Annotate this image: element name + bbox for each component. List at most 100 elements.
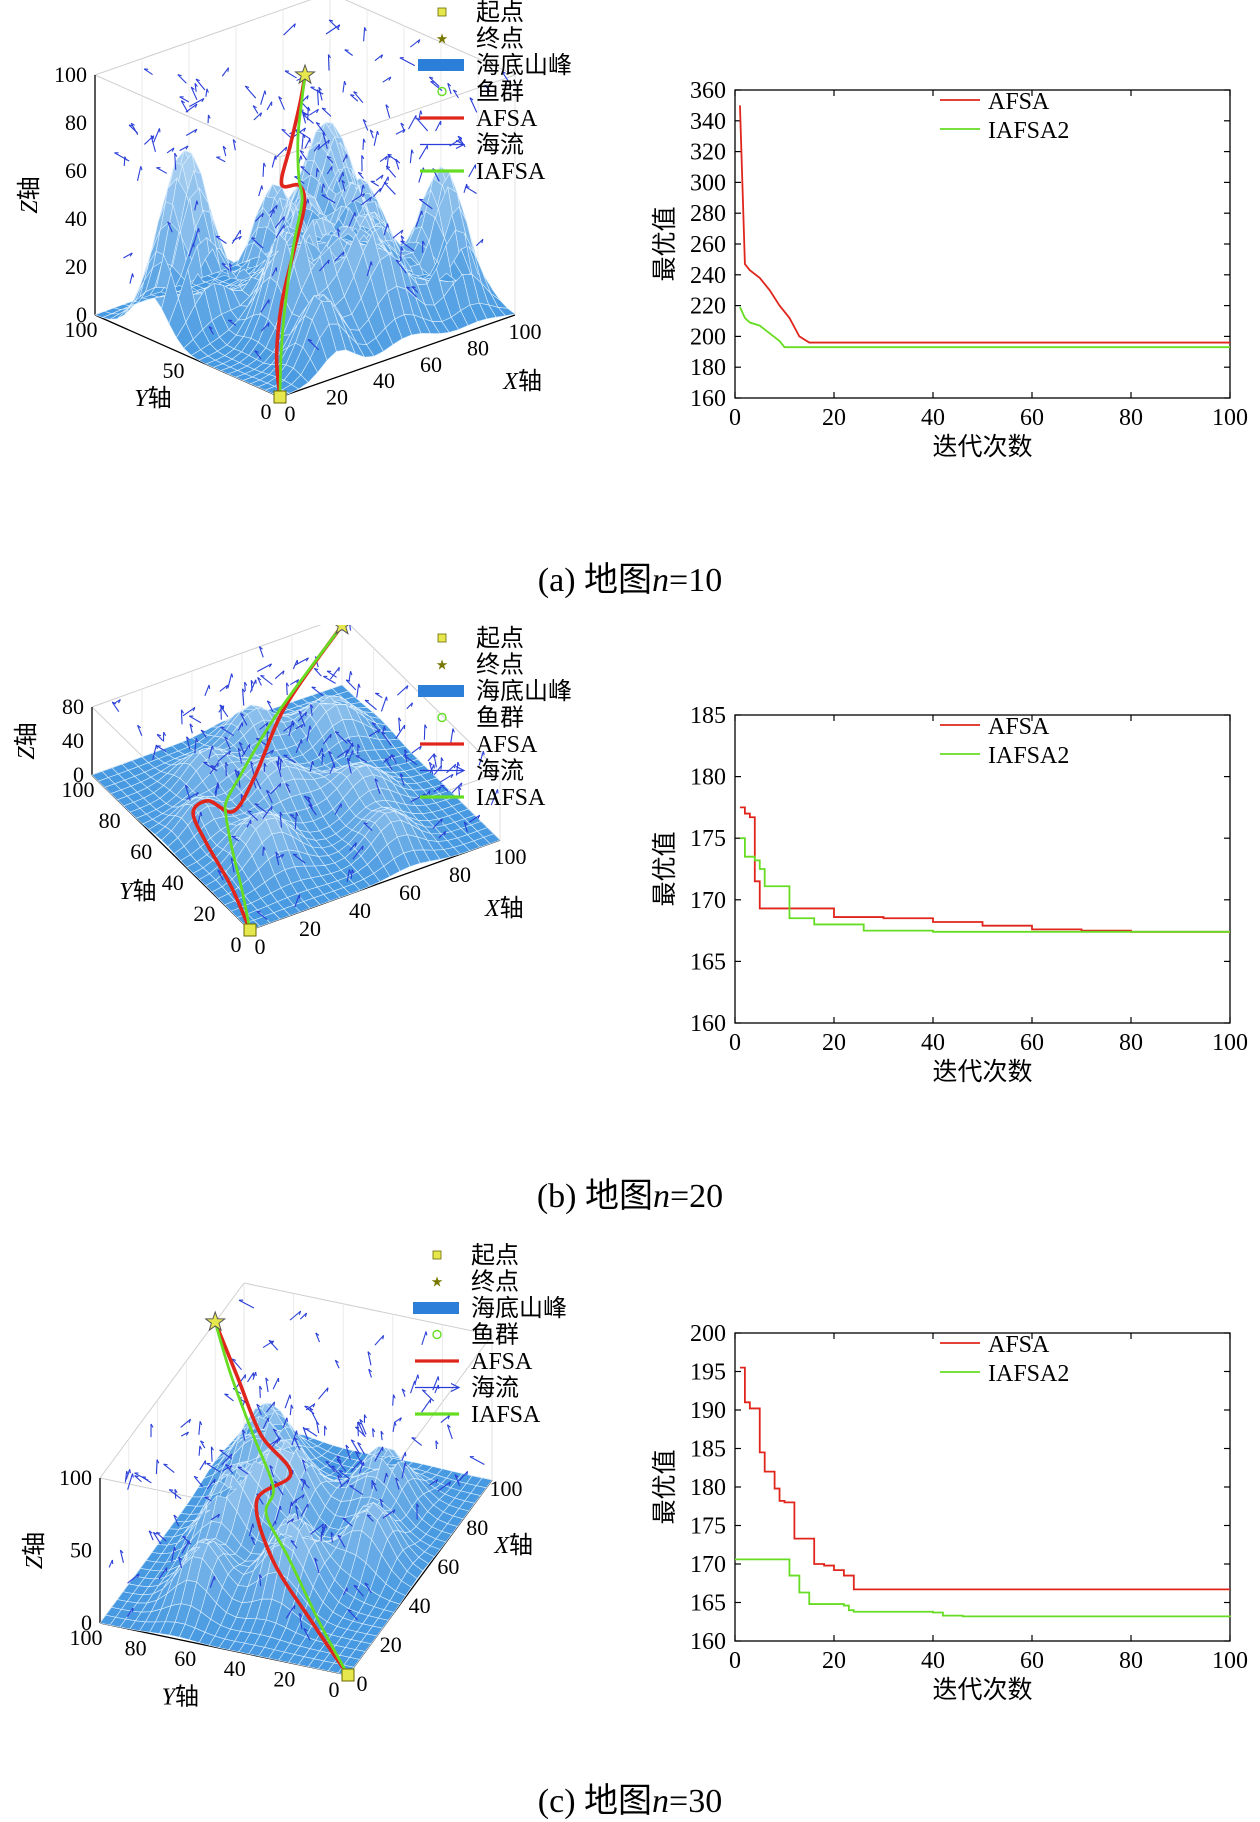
current-arrow — [280, 759, 281, 771]
y-tick-label: 80 — [125, 1635, 147, 1660]
current-arrow — [183, 707, 195, 715]
legend-start-symbol — [433, 1251, 441, 1259]
z-axis-var: Z — [17, 200, 43, 214]
current-arrow-head — [260, 675, 264, 676]
current-arrow — [156, 1460, 157, 1474]
current-arrow — [302, 134, 303, 149]
legend-label-fish: 鱼群 — [471, 1322, 519, 1349]
y-tick-label: 180 — [690, 1475, 726, 1501]
current-arrow-head — [127, 1471, 129, 1475]
legend-goal-symbol: ★ — [431, 1276, 444, 1291]
current-arrow — [354, 92, 363, 103]
current-arrow-head — [291, 1405, 293, 1409]
y-tick-label: 170 — [690, 1552, 726, 1578]
current-arrow — [259, 186, 262, 196]
x-tick-label: 0 — [285, 401, 296, 426]
current-arrow-head — [395, 1422, 396, 1426]
current-arrow — [216, 157, 225, 162]
start-marker — [274, 391, 286, 403]
y-tick-label: 80 — [99, 808, 121, 833]
current-arrow — [415, 1375, 418, 1383]
legend-start-symbol — [438, 8, 446, 16]
current-arrow — [384, 182, 395, 194]
legend-label-iafsa2: IAFSA2 — [988, 743, 1069, 769]
series-line-iafsa2 — [740, 838, 1230, 932]
box-edge — [95, 0, 330, 75]
x-tick-label: 40 — [349, 898, 371, 923]
current-arrow-head — [426, 1331, 427, 1335]
current-arrow — [446, 764, 455, 773]
x-tick-label: 20 — [822, 405, 846, 431]
terrain-3d-plot-b: 02040608010002040608010004080X轴Y轴Z轴起点★终点… — [0, 625, 640, 1125]
current-arrow-head — [312, 687, 316, 688]
current-arrow-head — [257, 911, 261, 912]
current-arrow — [114, 153, 129, 161]
current-arrow-head — [386, 697, 387, 701]
legend-seamount-symbol — [418, 59, 464, 71]
current-arrow-head — [339, 667, 340, 671]
current-arrow — [373, 188, 380, 196]
z-axis-unit: 轴 — [21, 1532, 48, 1556]
x-tick-label: 100 — [490, 1476, 523, 1501]
current-arrow — [419, 145, 427, 159]
x-tick-label: 80 — [466, 1515, 488, 1540]
series-line-iafsa2 — [735, 1559, 1230, 1617]
current-arrow — [400, 58, 415, 66]
x-axis-unit: 轴 — [518, 368, 542, 395]
y-axis-label: 最优值 — [651, 206, 679, 281]
z-tick-label: 80 — [65, 110, 87, 135]
y-axis-label: 最优值 — [651, 831, 679, 906]
current-arrow — [410, 150, 411, 163]
seamount-surface — [100, 1403, 492, 1675]
z-axis-label: Z轴 — [21, 1532, 48, 1569]
legend-label-goal: 终点 — [476, 26, 524, 53]
z-axis-unit: 轴 — [16, 176, 43, 200]
y-axis-label: Y轴 — [134, 385, 171, 412]
current-arrow — [328, 55, 329, 71]
x-tick-label: 0 — [255, 934, 266, 959]
current-arrow — [436, 121, 441, 131]
current-arrow-head — [343, 1518, 347, 1519]
current-arrow — [164, 1464, 175, 1472]
legend-label-afsa: AFSA — [988, 714, 1050, 740]
y-tick-label: 280 — [690, 201, 726, 227]
current-arrow-head — [339, 1471, 343, 1472]
x-tick-label: 0 — [357, 1671, 368, 1696]
y-tick-label: 60 — [174, 1646, 196, 1671]
current-arrow — [357, 684, 359, 698]
current-arrow-head — [359, 684, 360, 688]
current-arrow-head — [441, 785, 445, 786]
current-arrow — [290, 1311, 301, 1320]
legend-label-iafsa: IAFSA — [476, 785, 546, 811]
z-tick-label: 100 — [59, 1465, 92, 1490]
legend-fish-symbol — [433, 1331, 441, 1339]
x-tick-label: 40 — [373, 368, 395, 393]
current-arrow — [388, 154, 400, 163]
current-arrow — [396, 725, 405, 739]
caption-var: n — [652, 1783, 669, 1820]
x-tick-label: 80 — [467, 335, 489, 360]
current-arrow — [316, 168, 317, 176]
current-arrow-head — [299, 895, 300, 899]
current-arrow-head — [284, 216, 285, 220]
current-arrow — [273, 1378, 278, 1389]
current-arrow — [200, 1461, 206, 1470]
current-arrow — [275, 671, 284, 679]
x-tick-label: 60 — [1020, 1030, 1044, 1056]
current-arrow-head — [214, 1479, 215, 1483]
caption-var: n — [653, 1178, 670, 1215]
terrain-3d-plot-a: 020406080100050100020406080100X轴Y轴Z轴起点★终… — [0, 0, 640, 520]
x-tick-label: 0 — [729, 1030, 741, 1056]
current-arrow-head — [421, 111, 422, 115]
legend-label-iafsa2: IAFSA2 — [988, 118, 1069, 144]
current-arrow — [199, 1421, 200, 1435]
current-arrow — [125, 1471, 126, 1482]
y-tick-label: 160 — [690, 1011, 726, 1037]
current-arrow — [181, 1419, 191, 1427]
x-tick-label: 20 — [822, 1030, 846, 1056]
z-tick-label: 100 — [54, 62, 87, 87]
current-arrow — [470, 1457, 484, 1465]
current-arrow — [422, 1331, 426, 1344]
z-axis-var: Z — [14, 746, 40, 760]
x-tick-label: 100 — [509, 319, 542, 344]
